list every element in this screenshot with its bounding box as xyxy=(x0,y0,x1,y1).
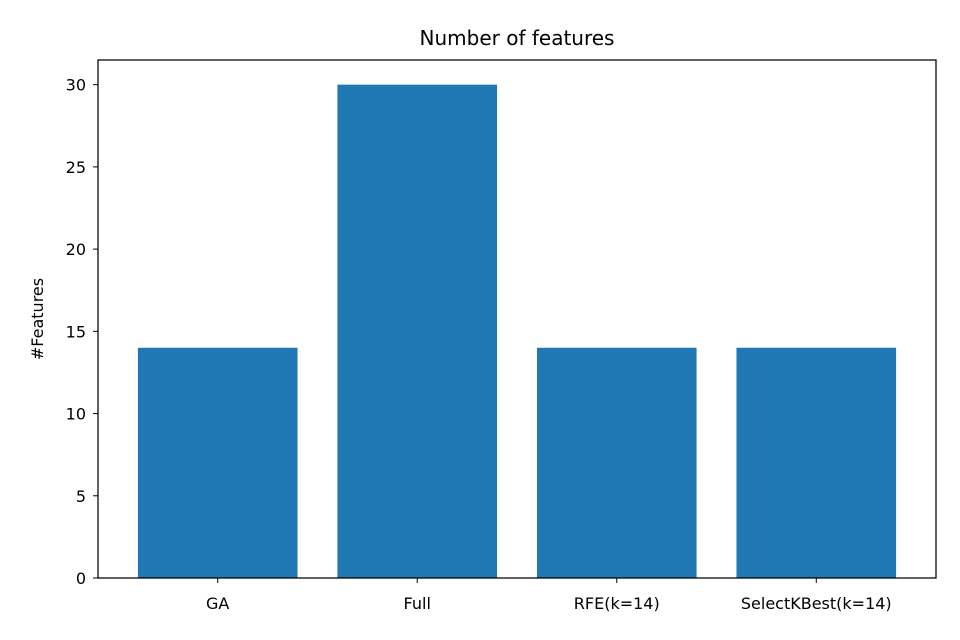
y-axis-label: #Features xyxy=(28,278,47,360)
y-tick-label: 30 xyxy=(66,76,86,95)
y-tick-label: 10 xyxy=(66,405,86,424)
y-tick-label: 0 xyxy=(76,569,86,588)
y-tick-label: 15 xyxy=(66,322,86,341)
bar-rfe-k-14 xyxy=(536,347,697,578)
y-tick-label: 5 xyxy=(76,487,86,506)
chart-title: Number of features xyxy=(420,26,615,50)
x-tick-label: GA xyxy=(206,594,229,613)
bar-full xyxy=(337,84,498,579)
bar-ga xyxy=(137,347,298,578)
x-axis-ticks: GA Full RFE(k=14) SelectKBest(k=14) xyxy=(206,578,892,613)
x-tick-label: Full xyxy=(404,594,431,613)
plot-area-frame xyxy=(97,59,937,579)
bar-selectkbest-k-14 xyxy=(736,347,897,578)
y-tick-label: 20 xyxy=(66,240,86,259)
y-tick-label: 25 xyxy=(66,158,86,177)
x-tick-label: SelectKBest(k=14) xyxy=(741,594,892,613)
x-tick-label: RFE(k=14) xyxy=(574,594,660,613)
bars-group xyxy=(137,84,897,579)
y-axis-ticks: 0 5 10 15 20 25 30 xyxy=(66,76,98,588)
